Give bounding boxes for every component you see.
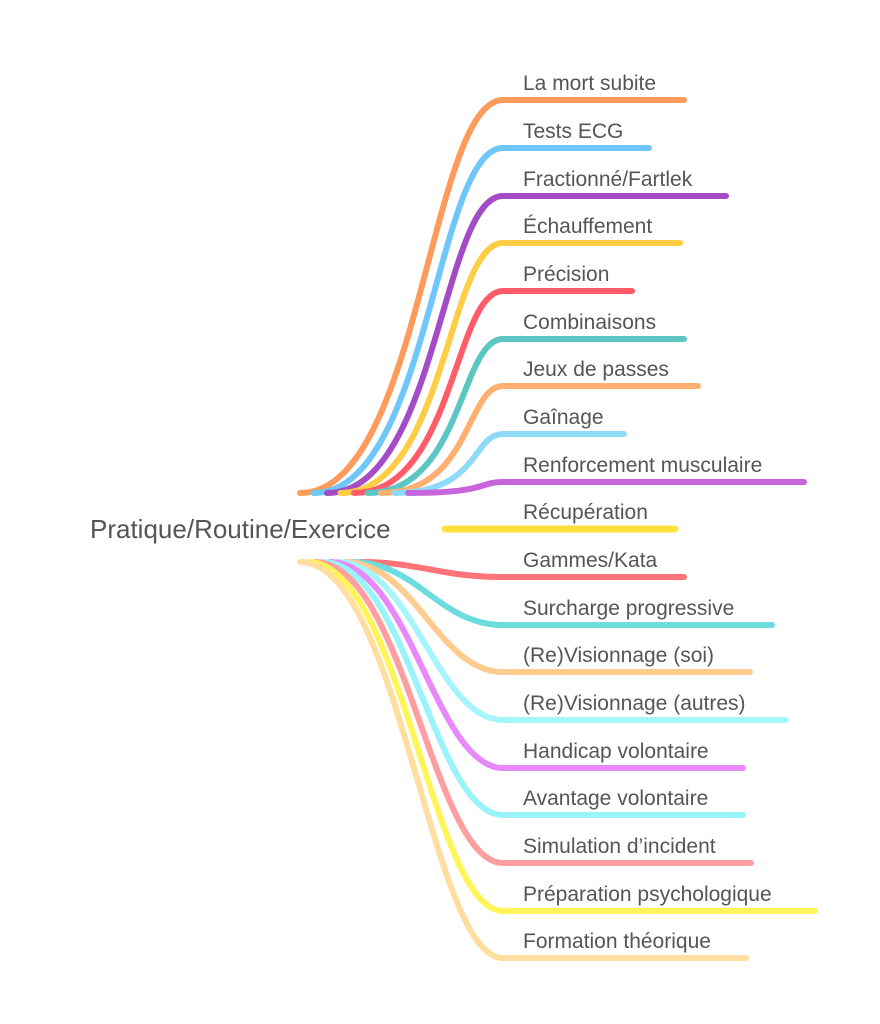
- branch-label: Tests ECG: [523, 120, 623, 143]
- branch-line: [364, 336, 687, 496]
- branch-line: [297, 97, 687, 496]
- branch-line: [378, 383, 701, 496]
- branch-label: La mort subite: [523, 72, 656, 95]
- branch-line: [349, 559, 775, 628]
- branch-label: Formation théorique: [523, 930, 711, 953]
- branch-line: [297, 559, 749, 961]
- central-topic: Pratique/Routine/Exercice: [90, 514, 391, 544]
- branch-line: [310, 145, 652, 496]
- branch-line: [312, 559, 754, 866]
- branch-label: Récupération: [523, 501, 648, 524]
- branch-line: [319, 559, 746, 818]
- branch-line: [327, 559, 746, 771]
- branch-label: Gammes/Kata: [523, 549, 658, 572]
- branch-line: [324, 193, 729, 496]
- branch-line: [337, 240, 683, 496]
- branch-label: Handicap volontaire: [523, 740, 709, 763]
- branch-label: Jeux de passes: [523, 358, 669, 381]
- branch-label: Surcharge progressive: [523, 597, 734, 620]
- branch-line: [357, 559, 687, 580]
- branch-label: Combinaisons: [523, 311, 656, 334]
- branch-label: Simulation d’incident: [523, 835, 716, 858]
- branch-line: [342, 559, 753, 675]
- branch-labels: La mort subite Tests ECG Fractionné/Fartle…: [523, 72, 772, 953]
- branch-label: Renforcement musculaire: [523, 454, 762, 477]
- branch-label: Précision: [523, 263, 609, 286]
- branch-label: (Re)Visionnage (autres): [523, 692, 746, 715]
- branch-line: [351, 288, 635, 496]
- branch-label: Échauffement: [523, 215, 652, 238]
- branch-label: Préparation psychologique: [523, 883, 772, 906]
- branch-label: Gaînage: [523, 406, 604, 429]
- branch-line: [304, 559, 818, 914]
- branch-label: Avantage volontaire: [523, 787, 708, 810]
- branch-label: (Re)Visionnage (soi): [523, 644, 714, 667]
- branch-line: [334, 559, 789, 723]
- branch-lines: [297, 97, 818, 961]
- branch-line: [405, 479, 807, 496]
- branch-label: Fractionné/Fartlek: [523, 168, 693, 191]
